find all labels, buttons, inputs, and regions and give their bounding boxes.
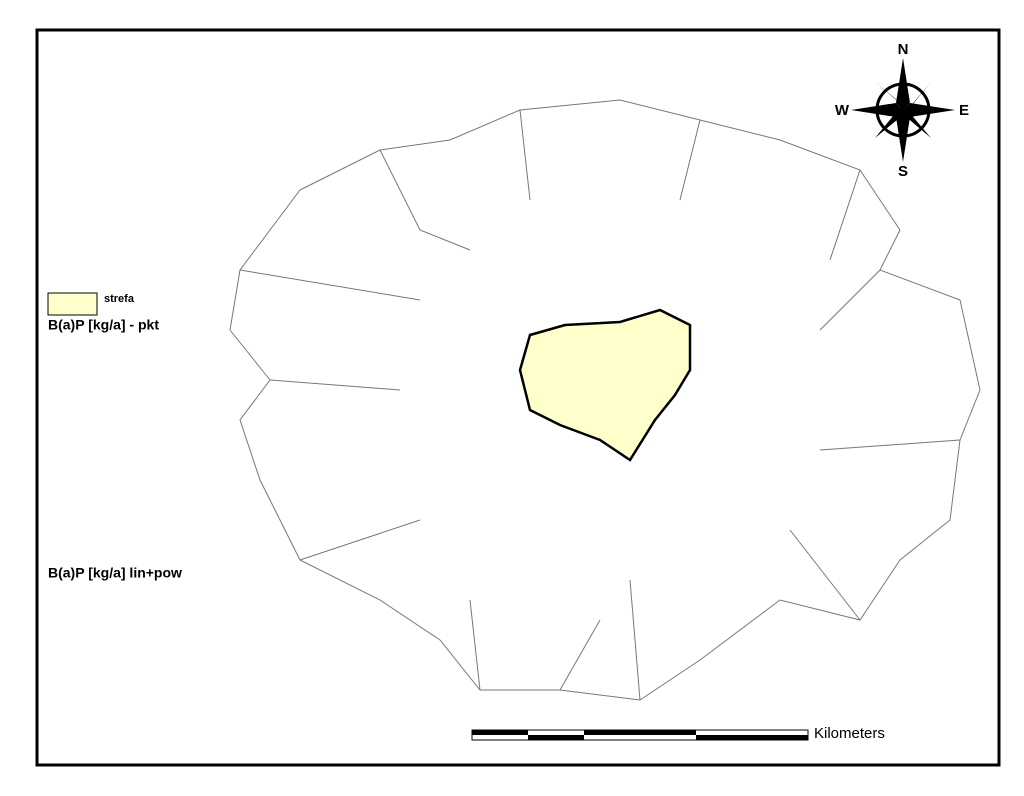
compass-e: E — [959, 102, 969, 119]
zone — [518, 308, 692, 462]
compass-s: S — [898, 163, 908, 180]
compass-rose — [851, 58, 955, 162]
scale-unit: Kilometers — [814, 725, 885, 742]
scale-bar — [471, 729, 809, 741]
compass-w: W — [835, 102, 850, 119]
zone-swatch — [47, 292, 98, 316]
district-borders — [229, 99, 981, 701]
legend-title: B(a)P [kg/a] lin+pow — [48, 565, 182, 581]
frame — [35, 28, 1001, 767]
compass-n: N — [898, 41, 909, 58]
legend-title: B(a)P [kg/a] - pkt — [48, 317, 159, 333]
zone-label: strefa — [104, 293, 135, 305]
